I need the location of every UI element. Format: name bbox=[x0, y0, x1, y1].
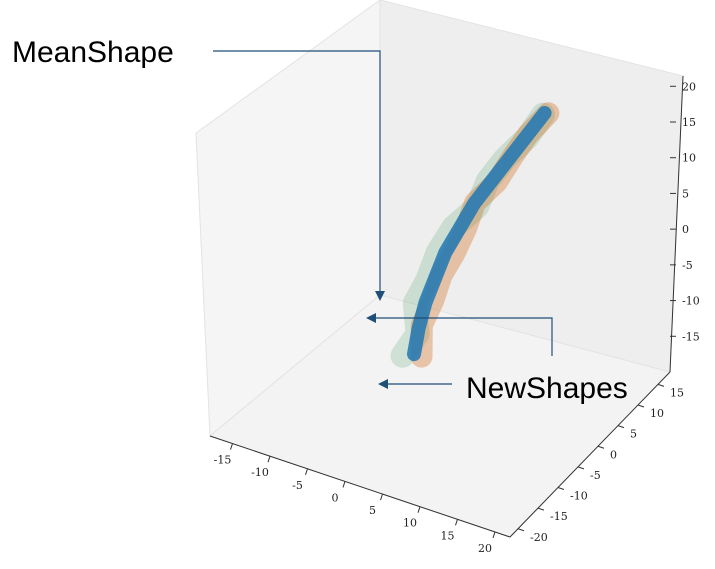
y-axis-ticks: -20-15-10-5 05 10 15 bbox=[517, 383, 684, 544]
x-tick-mark bbox=[492, 531, 496, 539]
x-tick-mark bbox=[230, 443, 233, 450]
y-tick-label: -15 bbox=[550, 510, 568, 523]
x-tick-mark bbox=[417, 506, 421, 513]
series-layer bbox=[390, 102, 560, 368]
x-tick-label: -15 bbox=[214, 454, 232, 467]
z-tick-label: 10 bbox=[682, 152, 696, 165]
annotation-meanshape: MeanShape bbox=[12, 36, 385, 301]
y-tick-mark bbox=[517, 528, 525, 532]
y-tick-label: 5 bbox=[630, 428, 637, 441]
x-tick-mark bbox=[267, 456, 271, 463]
x-axis-ticks: -15 -10 -5 0 5 10 15 20 bbox=[214, 443, 496, 555]
y-tick-mark bbox=[557, 487, 565, 490]
annotation-newshapes: NewShapes bbox=[366, 313, 628, 405]
annotation-meanshape-arrow bbox=[213, 50, 385, 301]
z-tick-label: -15 bbox=[682, 330, 700, 343]
y-tick-mark bbox=[577, 466, 585, 470]
y-tick-mark bbox=[537, 507, 545, 511]
x-axis-line bbox=[209, 435, 511, 538]
x-tick-mark bbox=[455, 519, 458, 526]
y-axis-line bbox=[509, 371, 671, 538]
z-axis-ticks: -15 -10 -5 0 5 10 15 20 bbox=[670, 80, 700, 343]
x-tick-label: 20 bbox=[478, 542, 492, 555]
x-tick-mark bbox=[305, 468, 308, 475]
y-tick-label: -20 bbox=[530, 531, 548, 544]
x-tick-mark bbox=[342, 481, 346, 488]
x-tick-label: 0 bbox=[332, 491, 339, 504]
y-tick-label: -5 bbox=[590, 469, 601, 482]
z-tick-label: -10 bbox=[682, 295, 700, 308]
x-tick-label: 5 bbox=[369, 504, 376, 517]
z-tick-label: 20 bbox=[682, 80, 696, 93]
y-tick-mark bbox=[597, 445, 605, 449]
y-tick-mark bbox=[637, 404, 645, 408]
z-axis-line bbox=[669, 75, 684, 373]
y-tick-label: 10 bbox=[650, 407, 664, 420]
z-tick-label: 0 bbox=[682, 223, 689, 236]
annotation-meanshape-label: MeanShape bbox=[12, 36, 174, 69]
y-tick-label: -10 bbox=[570, 490, 588, 503]
annotation-newshapes-arrow-upper bbox=[366, 313, 553, 356]
y-tick-mark bbox=[657, 383, 665, 387]
annotation-newshapes-label: NewShapes bbox=[466, 372, 628, 405]
x-tick-label: -5 bbox=[292, 479, 303, 492]
z-tick-label: 5 bbox=[682, 187, 689, 200]
y-tick-mark bbox=[617, 425, 625, 429]
x-tick-mark bbox=[380, 493, 383, 501]
x-tick-label: 15 bbox=[441, 529, 455, 542]
meanshape-tube bbox=[407, 106, 552, 362]
axis-panes bbox=[195, 0, 684, 538]
x-tick-label: 10 bbox=[403, 517, 417, 530]
x-tick-label: -10 bbox=[251, 466, 269, 479]
z-tick-label: 15 bbox=[682, 116, 696, 129]
y-tick-label: 15 bbox=[670, 386, 684, 399]
z-tick-label: -5 bbox=[682, 259, 693, 272]
y-tick-label: 0 bbox=[610, 448, 617, 461]
